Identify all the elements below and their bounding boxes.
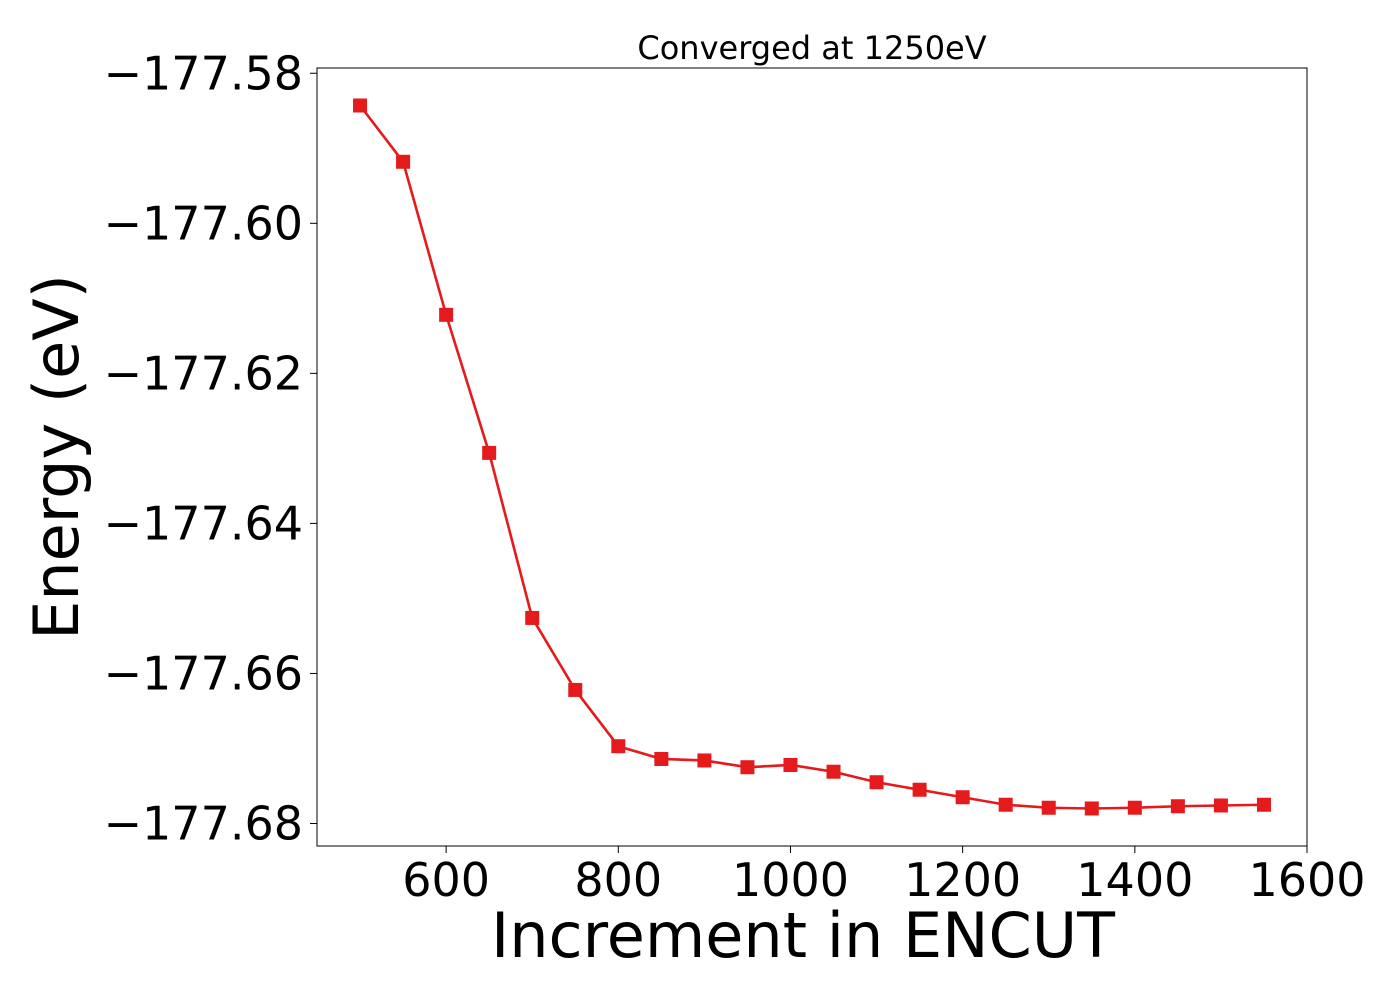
data-point-marker (1041, 800, 1056, 815)
data-point-marker (826, 764, 841, 779)
data-point-marker (697, 753, 712, 768)
plot-frame (316, 67, 1308, 847)
data-point-marker (783, 757, 798, 772)
x-tick-label: 1000 (732, 853, 849, 907)
x-axis-label: Increment in ENCUT (491, 899, 1116, 972)
data-point-marker (482, 445, 497, 460)
y-tick-label: −177.66 (104, 646, 304, 700)
series-line (359, 104, 1264, 810)
data-point-marker (353, 98, 368, 113)
data-point-marker (869, 775, 884, 790)
data-point-marker (912, 782, 927, 797)
x-tick-label: 1400 (1076, 853, 1193, 907)
y-tick-label: −177.62 (104, 346, 304, 400)
y-tick-label: −177.60 (104, 196, 304, 250)
data-point-marker (439, 307, 454, 322)
data-point-marker (1170, 799, 1185, 814)
chart-title: Converged at 1250eV (637, 29, 986, 67)
data-point-marker (1213, 798, 1228, 813)
data-point-marker (955, 790, 970, 805)
data-point-marker (740, 760, 755, 775)
x-tick-label: 1200 (904, 853, 1021, 907)
data-point-marker (998, 797, 1013, 812)
data-point-marker (611, 739, 626, 754)
data-point-marker (568, 682, 583, 697)
y-tick-label: −177.58 (104, 46, 304, 100)
tick-layer: 600 800 1000 1200 1400 1600 −177.58 −177.60 −177… (104, 46, 1366, 907)
data-point-marker (1256, 797, 1271, 812)
data-point-marker (1127, 800, 1142, 815)
x-tick-label: 1600 (1248, 853, 1365, 907)
y-tick-label: −177.64 (104, 496, 304, 550)
x-tick-label: 800 (574, 853, 662, 907)
data-point-marker (654, 751, 669, 766)
data-point-marker (1084, 801, 1099, 816)
plot-layer (353, 98, 1271, 816)
data-point-marker (396, 154, 411, 169)
y-tick-label: −177.68 (104, 796, 304, 850)
data-point-marker (525, 610, 540, 625)
y-axis-label: Energy (eV) (20, 274, 93, 640)
x-tick-label: 600 (402, 853, 490, 907)
